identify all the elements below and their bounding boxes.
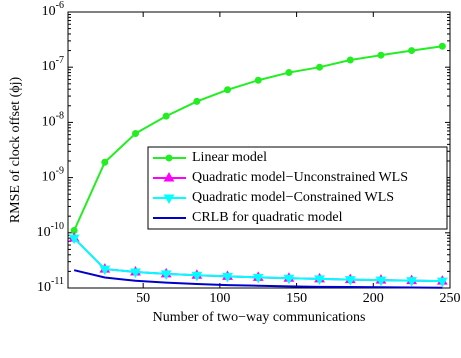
x-tick-label: 150 [286,291,307,306]
marker [377,51,385,59]
marker [252,273,264,284]
marker [285,69,293,77]
marker [191,271,203,282]
y-tick-label: 10-7 [42,55,64,74]
legend-label: Linear model [192,150,267,165]
marker [193,97,201,105]
x-tick-label: 100 [209,291,230,306]
x-axis-label: Number of two−way communications [153,310,366,325]
marker [314,275,325,285]
marker [406,277,418,287]
legend-label: Quadratic model−Constrained WLS [192,190,394,205]
y-tick-label: 10-8 [42,111,64,130]
marker [316,63,324,71]
marker [130,268,141,279]
marker [160,270,172,280]
marker [283,274,295,285]
marker [344,276,356,286]
marker [222,272,233,283]
series-line [73,269,443,289]
x-tick-label: 50 [136,291,150,306]
marker [224,86,232,94]
marker [254,76,262,84]
y-tick-label: 10-11 [37,276,64,295]
y-tick-label: 10-6 [42,0,64,19]
marker [68,234,80,245]
legend-label: Quadratic model−Unconstrained WLS [192,170,408,185]
marker [162,112,170,120]
marker [408,47,416,55]
y-axis-label: RMSE of clock offset (ϕj) [8,77,23,224]
x-tick-label: 250 [440,291,461,306]
y-tick-label: 10-10 [37,221,64,240]
legend-box [147,146,448,230]
marker [375,276,387,287]
marker [165,154,173,162]
marker [346,56,354,64]
marker [99,265,111,276]
marker [163,194,175,205]
marker [438,42,446,50]
legend-label: CRLB for quadratic model [192,210,343,225]
marker [436,277,448,288]
y-tick-label: 10-9 [42,166,64,185]
marker [101,158,109,166]
x-tick-label: 200 [363,291,384,306]
marker [132,129,140,137]
marker [163,171,175,182]
